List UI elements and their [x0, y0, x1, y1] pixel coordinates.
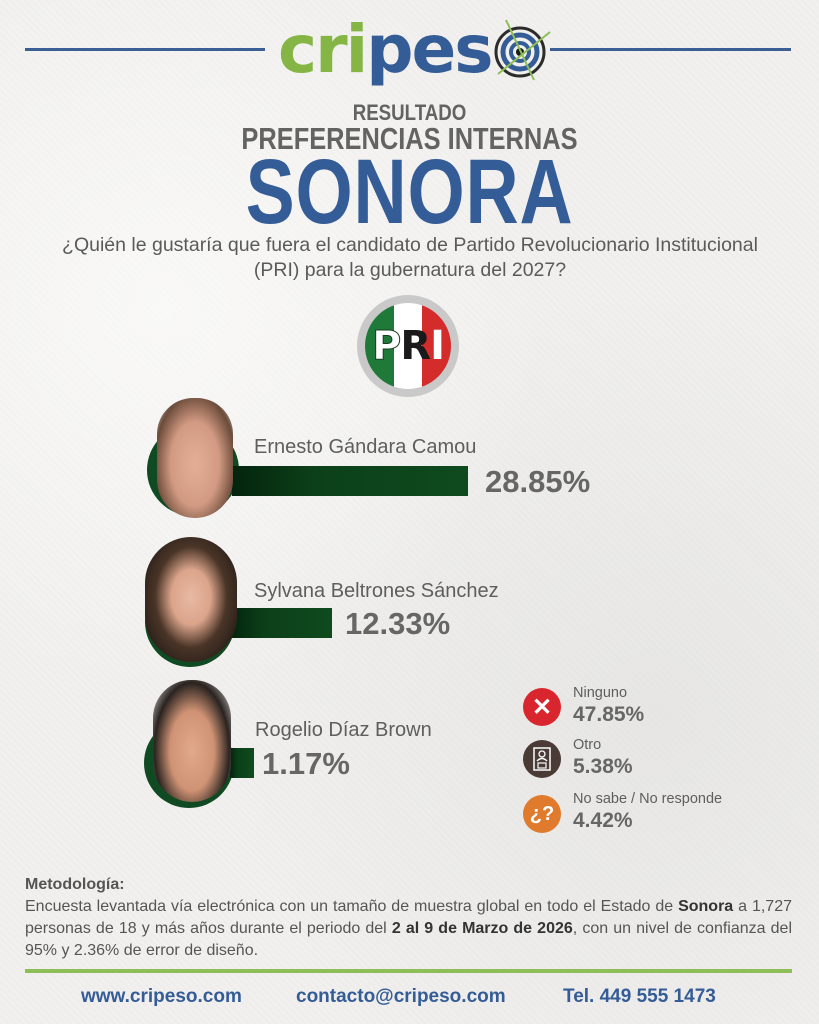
option-percentage: 47.85%: [573, 703, 645, 726]
pri-letter-r: R: [400, 323, 431, 369]
candidate-bar: [230, 748, 254, 778]
candidate-bar: [230, 608, 332, 638]
pri-letter-i: I: [430, 323, 445, 369]
header-line-right: [550, 48, 791, 51]
methodology-part: Encuesta levantada vía electrónica con u…: [25, 898, 679, 915]
methodology-bold: Sonora: [678, 898, 734, 915]
methodology-part: a 1,727 personas de 18 y más años durant…: [25, 898, 793, 937]
logo-text-green: cri: [278, 11, 368, 88]
methodology-text: Encuesta levantada vía electrónica con u…: [25, 896, 792, 962]
website-link[interactable]: www.cripeso.com: [81, 986, 242, 1007]
header-line-left: [25, 48, 265, 51]
logo-text-pes: pes: [366, 11, 493, 88]
candidate-bar: [232, 466, 468, 496]
option-label: No sabe / No responde: [573, 791, 723, 807]
candidate-percentage: 28.85%: [485, 464, 591, 499]
methodology-title: Metodología:: [25, 876, 125, 893]
ballot-person-icon: [523, 740, 561, 778]
survey-question: ¿Quién le gustaría que fuera el candidat…: [62, 234, 758, 281]
candidate-name: Sylvana Beltrones Sánchez: [254, 580, 499, 602]
x-mark-icon: ✕: [523, 688, 561, 726]
target-icon: [494, 19, 551, 81]
email-link[interactable]: contacto@cripeso.com: [296, 986, 506, 1007]
candidate-percentage: 12.33%: [345, 606, 451, 641]
option-label: Ninguno: [573, 685, 628, 701]
option-percentage: 5.38%: [573, 755, 633, 778]
state-title: SONORA: [245, 141, 574, 243]
cripeso-logo: cripesopes: [278, 14, 554, 86]
option-percentage: 4.42%: [573, 809, 633, 832]
candidate-name: Ernesto Gándara Camou: [254, 436, 477, 458]
candidate-photo-rogelio: [153, 680, 231, 802]
option-label: Otro: [573, 737, 602, 753]
section-title: PREFERENCIAS INTERNAS: [241, 121, 578, 156]
kicker-title: RESULTADO: [352, 100, 467, 125]
methodology-dates: 2 al 9 de Marzo de 2026: [391, 920, 573, 937]
candidate-name: Rogelio Díaz Brown: [255, 719, 432, 741]
candidate-percentage: 1.17%: [262, 746, 350, 781]
pri-letter-p: P: [371, 323, 401, 370]
question-icon: ¿?: [523, 795, 561, 833]
phone-number[interactable]: Tel. 449 555 1473: [563, 986, 716, 1007]
footer-divider: [25, 969, 792, 973]
candidate-photo-ernesto: [157, 398, 233, 518]
methodology-part: , con un nivel de confianza del 95% y 2.…: [25, 920, 792, 959]
candidate-photo-sylvana: [145, 537, 237, 662]
